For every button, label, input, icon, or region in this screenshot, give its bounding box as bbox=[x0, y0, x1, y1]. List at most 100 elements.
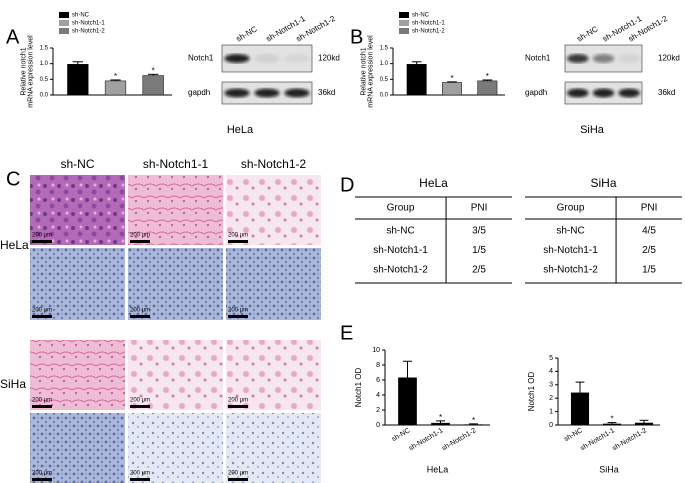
blot-row-label: gapdh bbox=[188, 88, 210, 97]
error-bar bbox=[575, 381, 585, 393]
histology-column-label: sh-Notch1-1 bbox=[143, 157, 209, 171]
table-header: Group bbox=[557, 203, 585, 214]
significance-marker: * bbox=[486, 72, 489, 81]
micrograph bbox=[30, 175, 125, 245]
histology-row-label: SiHa bbox=[0, 377, 26, 391]
x-tick-label: sh-Notch1-2 bbox=[611, 427, 648, 452]
x-axis-label: SiHa bbox=[599, 464, 619, 474]
error-bar bbox=[435, 420, 446, 424]
error-bar bbox=[110, 79, 121, 81]
y-axis-label: mRNA expression level bbox=[367, 35, 374, 108]
table-header: PNI bbox=[471, 203, 488, 214]
micrograph bbox=[128, 413, 223, 483]
y-axis-label: Relative notch1 bbox=[20, 47, 27, 95]
y-tick-label: 0.5 bbox=[40, 77, 49, 83]
error-bar bbox=[72, 61, 84, 65]
legend-swatch bbox=[59, 20, 69, 26]
bar bbox=[431, 422, 450, 426]
scale-bar bbox=[228, 478, 248, 481]
micrograph bbox=[30, 340, 125, 410]
legend-label: sh-Notch1-1 bbox=[72, 21, 105, 27]
bar bbox=[477, 80, 498, 96]
table-title: SiHa bbox=[590, 176, 616, 190]
micrograph bbox=[128, 175, 223, 245]
blot-band bbox=[254, 88, 280, 98]
legend-label: sh-NC bbox=[72, 13, 90, 19]
table-cell: sh-NC bbox=[386, 226, 414, 237]
table-cell: sh-Notch1-2 bbox=[373, 265, 428, 276]
x-tick-label: sh-Notch1-2 bbox=[441, 427, 478, 452]
blot-band bbox=[224, 88, 250, 98]
scale-bar bbox=[32, 405, 52, 408]
x-tick-label: sh-Notch1-1 bbox=[408, 427, 445, 452]
table-cell: sh-Notch1-1 bbox=[373, 245, 428, 256]
significance-marker: * bbox=[610, 415, 613, 424]
error-bar bbox=[639, 419, 649, 423]
scale-bar bbox=[228, 405, 248, 408]
y-tick-label: 1.5 bbox=[40, 46, 49, 52]
table-cell: 1/5 bbox=[472, 245, 486, 256]
blot-band bbox=[284, 54, 310, 63]
scale-bar bbox=[32, 240, 52, 243]
y-tick-label: 5 bbox=[549, 355, 553, 362]
blot-caption: SiHa bbox=[580, 124, 605, 136]
blot-band bbox=[592, 54, 615, 63]
table-header: PNI bbox=[641, 203, 658, 214]
micrograph bbox=[226, 248, 321, 320]
significance-marker: * bbox=[472, 416, 475, 425]
scale-bar bbox=[228, 240, 248, 243]
panel-label: E bbox=[340, 322, 353, 344]
y-tick-label: 4 bbox=[549, 368, 553, 375]
blot-row-label: gapdh bbox=[525, 88, 547, 97]
bar bbox=[602, 423, 622, 426]
y-tick-label: 4 bbox=[376, 392, 380, 399]
blot-size-label: 36kd bbox=[318, 88, 335, 97]
error-bar bbox=[411, 61, 422, 65]
legend-swatch bbox=[59, 12, 69, 18]
y-tick-label: 6 bbox=[376, 377, 380, 384]
histology-row-label: HeLa bbox=[0, 238, 29, 252]
bar bbox=[406, 64, 427, 96]
blot-size-label: 36kd bbox=[658, 88, 675, 97]
error-bar bbox=[482, 79, 493, 81]
blot-size-label: 120kd bbox=[658, 54, 680, 63]
table-cell: 4/5 bbox=[642, 226, 656, 237]
error-bar bbox=[147, 73, 159, 76]
table-cell: 3/5 bbox=[472, 226, 486, 237]
micrograph bbox=[30, 413, 125, 483]
bar bbox=[142, 75, 164, 96]
y-axis-label: Notch1 OD bbox=[527, 371, 536, 411]
micrograph bbox=[30, 248, 125, 320]
significance-marker: * bbox=[439, 413, 442, 422]
scale-bar-label: 200 μm bbox=[228, 471, 248, 477]
y-tick-label: 2 bbox=[549, 395, 553, 402]
y-tick-label: 0.5 bbox=[380, 77, 389, 83]
y-tick-label: 8 bbox=[376, 362, 380, 369]
scale-bar-label: 200 μm bbox=[228, 308, 248, 314]
bar bbox=[442, 82, 462, 96]
table-cell: sh-Notch1-1 bbox=[543, 245, 598, 256]
significance-marker: * bbox=[152, 66, 155, 75]
table-cell: sh-NC bbox=[556, 226, 584, 237]
x-axis-label: HeLa bbox=[427, 464, 449, 474]
significance-marker: * bbox=[114, 72, 117, 81]
blot-band bbox=[224, 54, 250, 63]
y-tick-label: 3 bbox=[549, 382, 553, 389]
error-bar bbox=[607, 422, 617, 424]
blot-row-label: Notch1 bbox=[525, 54, 551, 63]
x-tick-label: sh-NC bbox=[563, 427, 584, 443]
scale-bar-label: 200 μm bbox=[130, 471, 150, 477]
legend-swatch bbox=[399, 12, 409, 18]
y-tick-label: 1.5 bbox=[380, 46, 389, 52]
scale-bar-label: 200 μm bbox=[228, 398, 248, 404]
histology-column-label: sh-Notch1-2 bbox=[241, 157, 307, 171]
blot-caption: HeLa bbox=[227, 124, 254, 136]
scale-bar bbox=[32, 315, 52, 318]
scale-bar-label: 200 μm bbox=[32, 398, 52, 404]
scale-bar-label: 200 μm bbox=[130, 398, 150, 404]
y-tick-label: 1.0 bbox=[40, 61, 49, 67]
bar bbox=[104, 80, 127, 96]
lane-label: sh-NC bbox=[235, 24, 259, 43]
y-tick-label: 10 bbox=[372, 347, 380, 354]
